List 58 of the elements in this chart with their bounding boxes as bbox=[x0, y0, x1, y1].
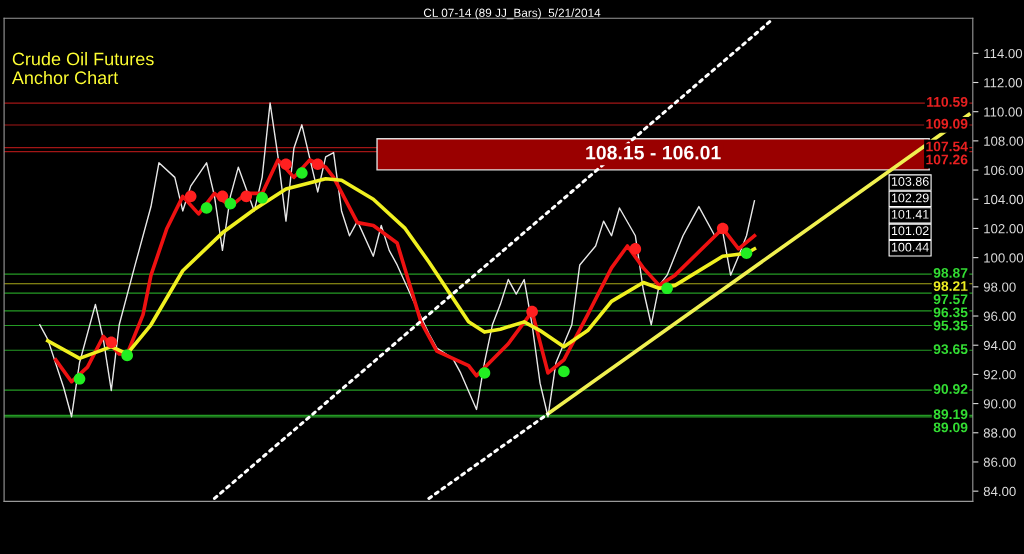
ref-line-label: 107.26 bbox=[926, 154, 968, 165]
point bbox=[184, 190, 197, 203]
annotation: 100.44 bbox=[891, 242, 929, 252]
point bbox=[256, 191, 268, 204]
ref-line-label: 93.65 bbox=[933, 344, 968, 355]
ref-line-label: 98.87 bbox=[933, 268, 968, 278]
annotation: 101.02 bbox=[891, 226, 929, 236]
y-tick-label: 90.00 bbox=[983, 399, 1016, 409]
band-label: 108.15 - 106.01 bbox=[586, 145, 721, 160]
point bbox=[224, 197, 237, 210]
line-series bbox=[39, 102, 756, 418]
y-tick-label: 86.00 bbox=[983, 457, 1016, 467]
y-tick-label: 98.00 bbox=[983, 282, 1016, 292]
y-tick-label: 94.00 bbox=[983, 340, 1016, 351]
annotation: 101.41 bbox=[891, 209, 929, 219]
point bbox=[478, 367, 491, 379]
ref-line-label: 107.54 bbox=[926, 141, 968, 152]
y-tick-label: 84.00 bbox=[983, 486, 1016, 497]
point bbox=[121, 349, 133, 362]
y-tick-label: 92.00 bbox=[983, 369, 1016, 380]
ref-line-label: 95.35 bbox=[933, 320, 968, 331]
point bbox=[73, 372, 86, 385]
point bbox=[558, 365, 570, 378]
ref-line-label: 110.59 bbox=[927, 96, 968, 107]
point bbox=[216, 190, 229, 203]
ref-line-label: 98.21 bbox=[933, 281, 968, 291]
ref-line-label: 89.19 bbox=[933, 409, 968, 420]
point bbox=[740, 247, 753, 260]
ref-line-label: 96.35 bbox=[933, 307, 968, 318]
y-tick-label: 106.00 bbox=[984, 165, 1024, 175]
line-series bbox=[53, 158, 757, 384]
point bbox=[629, 243, 642, 255]
point bbox=[240, 190, 253, 203]
annotation: 102.29 bbox=[891, 193, 929, 203]
y-tick-label: 110.00 bbox=[984, 107, 1023, 117]
ref-line-label: 97.57 bbox=[933, 294, 968, 305]
point bbox=[296, 167, 308, 179]
point bbox=[716, 222, 729, 235]
y-tick-label: 114.00 bbox=[984, 48, 1023, 59]
y-tick-label: 104.00 bbox=[984, 194, 1024, 205]
ref-line-label: 89.09 bbox=[933, 422, 968, 433]
y-tick-label: 102.00 bbox=[984, 224, 1024, 234]
y-tick-label: 96.00 bbox=[983, 311, 1016, 321]
y-tick-label: 88.00 bbox=[983, 428, 1016, 438]
point bbox=[526, 305, 538, 318]
y-tick-label: 100.00 bbox=[984, 253, 1024, 263]
ref-line-label: 109.09 bbox=[926, 118, 968, 129]
annotation: 103.86 bbox=[891, 177, 929, 186]
point bbox=[661, 282, 673, 295]
y-tick-label: 108.00 bbox=[984, 136, 1024, 146]
chart-title: CL 07-14 (89 JJ_Bars) 5/21/2014 bbox=[423, 8, 601, 20]
text: Crude Oil Futures Anchor Chart bbox=[11, 52, 154, 85]
y-tick-label: 112.00 bbox=[984, 78, 1023, 88]
point bbox=[105, 336, 118, 349]
point bbox=[200, 202, 213, 214]
ref-line-label: 90.92 bbox=[933, 384, 968, 394]
point bbox=[311, 158, 324, 171]
point bbox=[280, 158, 292, 171]
